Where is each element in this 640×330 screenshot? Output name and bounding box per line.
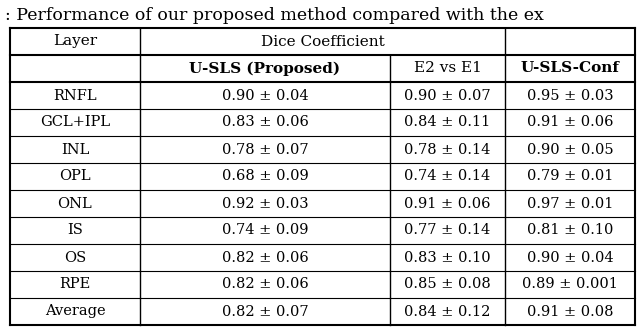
Text: E2 vs E1: E2 vs E1: [413, 61, 481, 76]
Text: 0.90 ± 0.04: 0.90 ± 0.04: [221, 88, 308, 103]
Text: 0.74 ± 0.14: 0.74 ± 0.14: [404, 170, 491, 183]
Text: 0.85 ± 0.08: 0.85 ± 0.08: [404, 278, 491, 291]
Text: INL: INL: [61, 143, 89, 156]
Text: Dice Coefficient: Dice Coefficient: [260, 35, 385, 49]
Text: 0.78 ± 0.14: 0.78 ± 0.14: [404, 143, 491, 156]
Text: 0.91 ± 0.06: 0.91 ± 0.06: [404, 196, 491, 211]
Text: 0.78 ± 0.07: 0.78 ± 0.07: [221, 143, 308, 156]
Text: 0.92 ± 0.03: 0.92 ± 0.03: [221, 196, 308, 211]
Text: Layer: Layer: [53, 35, 97, 49]
Text: 0.74 ± 0.09: 0.74 ± 0.09: [221, 223, 308, 238]
Text: 0.90 ± 0.05: 0.90 ± 0.05: [527, 143, 613, 156]
Text: 0.84 ± 0.11: 0.84 ± 0.11: [404, 115, 491, 129]
Text: 0.91 ± 0.06: 0.91 ± 0.06: [527, 115, 613, 129]
Text: 0.79 ± 0.01: 0.79 ± 0.01: [527, 170, 613, 183]
Text: 0.82 ± 0.06: 0.82 ± 0.06: [221, 250, 308, 265]
Text: OPL: OPL: [59, 170, 91, 183]
Text: RPE: RPE: [60, 278, 91, 291]
Text: ONL: ONL: [58, 196, 92, 211]
Text: U-SLS-Conf: U-SLS-Conf: [520, 61, 620, 76]
Text: 0.89 ± 0.001: 0.89 ± 0.001: [522, 278, 618, 291]
Text: 0.68 ± 0.09: 0.68 ± 0.09: [221, 170, 308, 183]
Text: 0.83 ± 0.06: 0.83 ± 0.06: [221, 115, 308, 129]
Text: 0.97 ± 0.01: 0.97 ± 0.01: [527, 196, 613, 211]
Text: 0.82 ± 0.06: 0.82 ± 0.06: [221, 278, 308, 291]
Text: 0.90 ± 0.07: 0.90 ± 0.07: [404, 88, 491, 103]
Text: 0.81 ± 0.10: 0.81 ± 0.10: [527, 223, 613, 238]
Text: OS: OS: [64, 250, 86, 265]
Text: 0.84 ± 0.12: 0.84 ± 0.12: [404, 305, 491, 318]
Text: 0.90 ± 0.04: 0.90 ± 0.04: [527, 250, 613, 265]
Text: : Performance of our proposed method compared with the ex: : Performance of our proposed method com…: [5, 8, 544, 24]
Text: IS: IS: [67, 223, 83, 238]
Text: 0.91 ± 0.08: 0.91 ± 0.08: [527, 305, 613, 318]
Text: 0.82 ± 0.07: 0.82 ± 0.07: [221, 305, 308, 318]
Text: 0.77 ± 0.14: 0.77 ± 0.14: [404, 223, 491, 238]
Text: 0.95 ± 0.03: 0.95 ± 0.03: [527, 88, 613, 103]
Text: RNFL: RNFL: [53, 88, 97, 103]
Text: GCL+IPL: GCL+IPL: [40, 115, 110, 129]
Text: 0.83 ± 0.10: 0.83 ± 0.10: [404, 250, 491, 265]
Text: U-SLS (Proposed): U-SLS (Proposed): [189, 61, 340, 76]
Text: Average: Average: [45, 305, 106, 318]
